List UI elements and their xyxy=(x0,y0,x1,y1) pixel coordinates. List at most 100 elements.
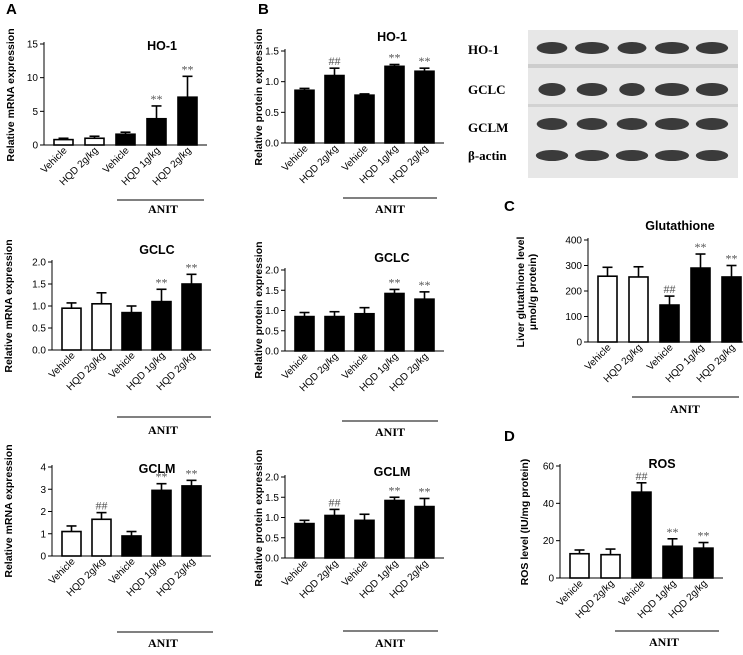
x-tick-label: Vehicle xyxy=(555,578,586,609)
y-tick-label: 0.5 xyxy=(265,108,279,119)
blot-band xyxy=(535,150,569,161)
blot-band xyxy=(616,118,648,130)
bar xyxy=(324,315,345,352)
bar xyxy=(181,485,202,557)
y-tick-label: 0.0 xyxy=(265,554,279,565)
blot-band xyxy=(695,42,729,54)
bar xyxy=(151,489,172,557)
blot-band xyxy=(695,150,729,161)
y-tick-label: 0 xyxy=(32,141,38,152)
y-axis-label: Relative protein expression xyxy=(253,449,265,586)
significance-label: ## xyxy=(636,469,648,483)
bar xyxy=(628,276,649,343)
significance-label: ** xyxy=(419,484,431,498)
y-tick-label: 4 xyxy=(40,463,46,474)
significance-label: ** xyxy=(389,483,401,497)
bar xyxy=(121,311,142,351)
bar xyxy=(384,292,405,352)
blot-band xyxy=(655,42,689,54)
bar xyxy=(324,74,345,144)
bar xyxy=(384,65,405,144)
bar xyxy=(91,302,112,351)
significance-label: ** xyxy=(182,62,194,76)
y-tick-label: 0 xyxy=(576,338,582,349)
blot-label-ho1: HO-1 xyxy=(468,42,499,57)
chart-title: GCLC xyxy=(139,243,174,257)
significance-label: ** xyxy=(695,240,707,254)
blot-band xyxy=(695,118,729,130)
significance-label: ## xyxy=(329,495,341,509)
panel-label-d: D xyxy=(504,428,515,445)
bar xyxy=(91,518,112,557)
y-tick-label: 1.5 xyxy=(265,47,279,58)
significance-label: ** xyxy=(156,275,168,289)
bar xyxy=(181,283,202,351)
significance-label: ## xyxy=(329,54,341,68)
blot-band xyxy=(619,83,645,96)
blot-band xyxy=(615,150,649,161)
bar xyxy=(177,96,198,146)
y-tick-label: 10 xyxy=(27,73,39,84)
y-tick-label: 2.0 xyxy=(32,258,46,269)
significance-label: ** xyxy=(186,260,198,274)
y-axis-label: ROS level (IU/mg protein) xyxy=(519,459,531,586)
group-label: ANIT xyxy=(148,423,178,437)
y-tick-label: 0 xyxy=(40,552,46,563)
y-tick-label: 0.5 xyxy=(32,324,46,335)
y-tick-label: 40 xyxy=(543,499,555,510)
chart-a2: 0.0 0.5 1.0 1.5 2.0 Relative mRNA expression G… xyxy=(3,239,211,437)
bar xyxy=(597,275,618,343)
y-axis-label: Liver glutathione level xyxy=(515,236,527,347)
bar xyxy=(146,117,167,146)
chart-title: ROS xyxy=(648,457,675,471)
y-tick-label: 0.0 xyxy=(32,346,46,357)
y-tick-label: 2.0 xyxy=(265,473,279,484)
blot-band xyxy=(575,42,609,54)
y-tick-label: 5 xyxy=(32,107,38,118)
y-tick-label: 1.0 xyxy=(265,77,279,88)
y-tick-label: 100 xyxy=(565,312,582,323)
blot-background-smear xyxy=(528,64,738,68)
blot-band xyxy=(695,83,729,96)
bar xyxy=(151,300,172,351)
significance-label: ** xyxy=(389,50,401,64)
significance-label: ## xyxy=(664,282,676,296)
x-tick-label: Vehicle xyxy=(101,145,132,176)
bar xyxy=(659,304,680,343)
y-axis-label: μmol/g protein) xyxy=(527,254,539,330)
chart-title: HO-1 xyxy=(377,30,407,44)
panel-label-b: B xyxy=(258,1,269,18)
y-tick-label: 0.0 xyxy=(265,139,279,150)
blot-band xyxy=(655,118,689,130)
blot-band xyxy=(536,42,568,54)
chart-title: GCLM xyxy=(374,465,411,479)
blot-band xyxy=(655,83,689,96)
y-tick-label: 0 xyxy=(548,574,554,585)
y-tick-label: 3 xyxy=(40,485,46,496)
blot-band xyxy=(538,83,566,96)
panel-label-a: A xyxy=(6,1,17,18)
significance-label: ** xyxy=(698,529,710,543)
significance-label: ** xyxy=(389,275,401,289)
blot-label-gclm: GCLM xyxy=(468,120,508,135)
significance-label: ## xyxy=(96,499,108,513)
blot-label-gclc: GCLC xyxy=(468,82,506,97)
bar xyxy=(354,94,375,144)
bar xyxy=(61,530,82,557)
y-axis-label: Relative protein expression xyxy=(253,241,265,378)
blot-band xyxy=(536,118,568,130)
significance-label: ** xyxy=(186,466,198,480)
y-tick-label: 20 xyxy=(543,536,555,547)
x-tick-label: Vehicle xyxy=(645,342,676,373)
y-tick-label: 1.0 xyxy=(265,513,279,524)
bar xyxy=(721,276,742,343)
y-tick-label: 0.0 xyxy=(265,347,279,358)
significance-label: ** xyxy=(419,54,431,68)
chart-title: Glutathione xyxy=(645,219,714,233)
y-tick-label: 1.5 xyxy=(265,286,279,297)
bar xyxy=(690,267,711,343)
y-tick-label: 2.0 xyxy=(265,266,279,277)
